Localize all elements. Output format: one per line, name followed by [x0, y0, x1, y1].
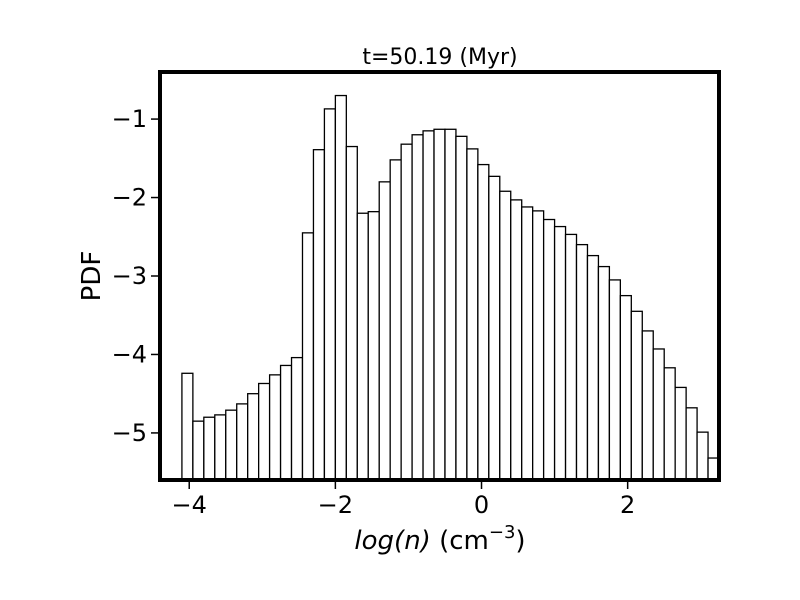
x-axis-ticks: −4 −2 0 2 — [172, 482, 635, 519]
histogram-bar — [575, 243, 589, 481]
histogram-bar — [619, 294, 632, 481]
y-tick-label: −4 — [112, 340, 147, 368]
histogram-bar — [608, 279, 622, 481]
histogram-bar — [597, 265, 611, 481]
histogram-bar — [455, 135, 468, 481]
histogram-bar — [301, 232, 315, 481]
y-tick-label: −3 — [112, 262, 147, 290]
histogram-bar — [532, 210, 545, 481]
y-tick-label: −2 — [112, 184, 147, 212]
histogram-bar — [488, 175, 501, 481]
histogram-bar — [268, 374, 282, 481]
histogram-bar — [323, 108, 337, 481]
histogram-bar — [422, 130, 435, 481]
histogram-bar — [663, 367, 676, 481]
histogram-bar — [181, 372, 194, 481]
y-tick-label: −5 — [112, 419, 147, 447]
histogram-bar — [521, 206, 534, 481]
histogram-bar — [553, 225, 567, 481]
histogram-bar — [444, 128, 457, 481]
histogram-bar — [466, 148, 479, 481]
histogram-bar — [696, 431, 709, 481]
x-axis-label: log(n) (cm−3) — [354, 522, 525, 556]
histogram-bar — [685, 407, 698, 481]
histogram-bar — [477, 163, 490, 481]
histogram-bar — [674, 386, 687, 481]
x-axis-label-close: ) — [515, 526, 525, 556]
histogram-bar — [433, 128, 446, 481]
x-axis-label-unit: (cm — [431, 526, 489, 556]
histogram-bar — [236, 403, 249, 481]
x-tick-label: −2 — [318, 491, 353, 519]
y-axis-label: PDF — [77, 251, 107, 302]
histogram-bar — [378, 181, 391, 481]
histogram-bar — [214, 414, 227, 481]
x-tick-label: −4 — [172, 491, 207, 519]
histogram-bar — [367, 211, 380, 481]
histogram-bar — [641, 330, 654, 481]
histogram-bar — [247, 393, 260, 481]
chart-title: t=50.19 (Myr) — [362, 45, 517, 70]
histogram-bar — [203, 416, 216, 481]
histogram-bar — [334, 94, 347, 481]
histogram-bar — [652, 348, 665, 481]
histogram-bar — [630, 310, 643, 481]
histogram-bar — [564, 233, 578, 481]
x-tick-label: 2 — [620, 491, 635, 519]
histogram-bar — [400, 143, 413, 481]
histogram-bar — [345, 145, 358, 481]
histogram-bar — [510, 199, 523, 481]
histogram-bar — [411, 134, 424, 481]
histogram-bar — [290, 356, 304, 481]
histogram-bar — [499, 190, 512, 481]
x-axis-label-exponent: −3 — [489, 522, 516, 543]
histogram-bar — [356, 212, 369, 481]
histogram-bar — [225, 409, 238, 481]
histogram-bar — [192, 420, 205, 481]
histogram-bar — [279, 364, 293, 481]
y-axis-ticks: −1 −2 −3 −4 −5 — [112, 105, 158, 447]
histogram-bar — [312, 149, 326, 481]
x-axis-label-main: log(n) — [354, 526, 430, 556]
histogram-bar — [389, 159, 402, 481]
histogram-bar — [257, 382, 271, 481]
histogram-bars — [181, 94, 720, 481]
plot-frame — [158, 70, 721, 482]
histogram-bar — [542, 218, 556, 481]
histogram-bar — [586, 254, 600, 481]
x-tick-label: 0 — [474, 491, 489, 519]
y-tick-label: −1 — [112, 105, 147, 133]
